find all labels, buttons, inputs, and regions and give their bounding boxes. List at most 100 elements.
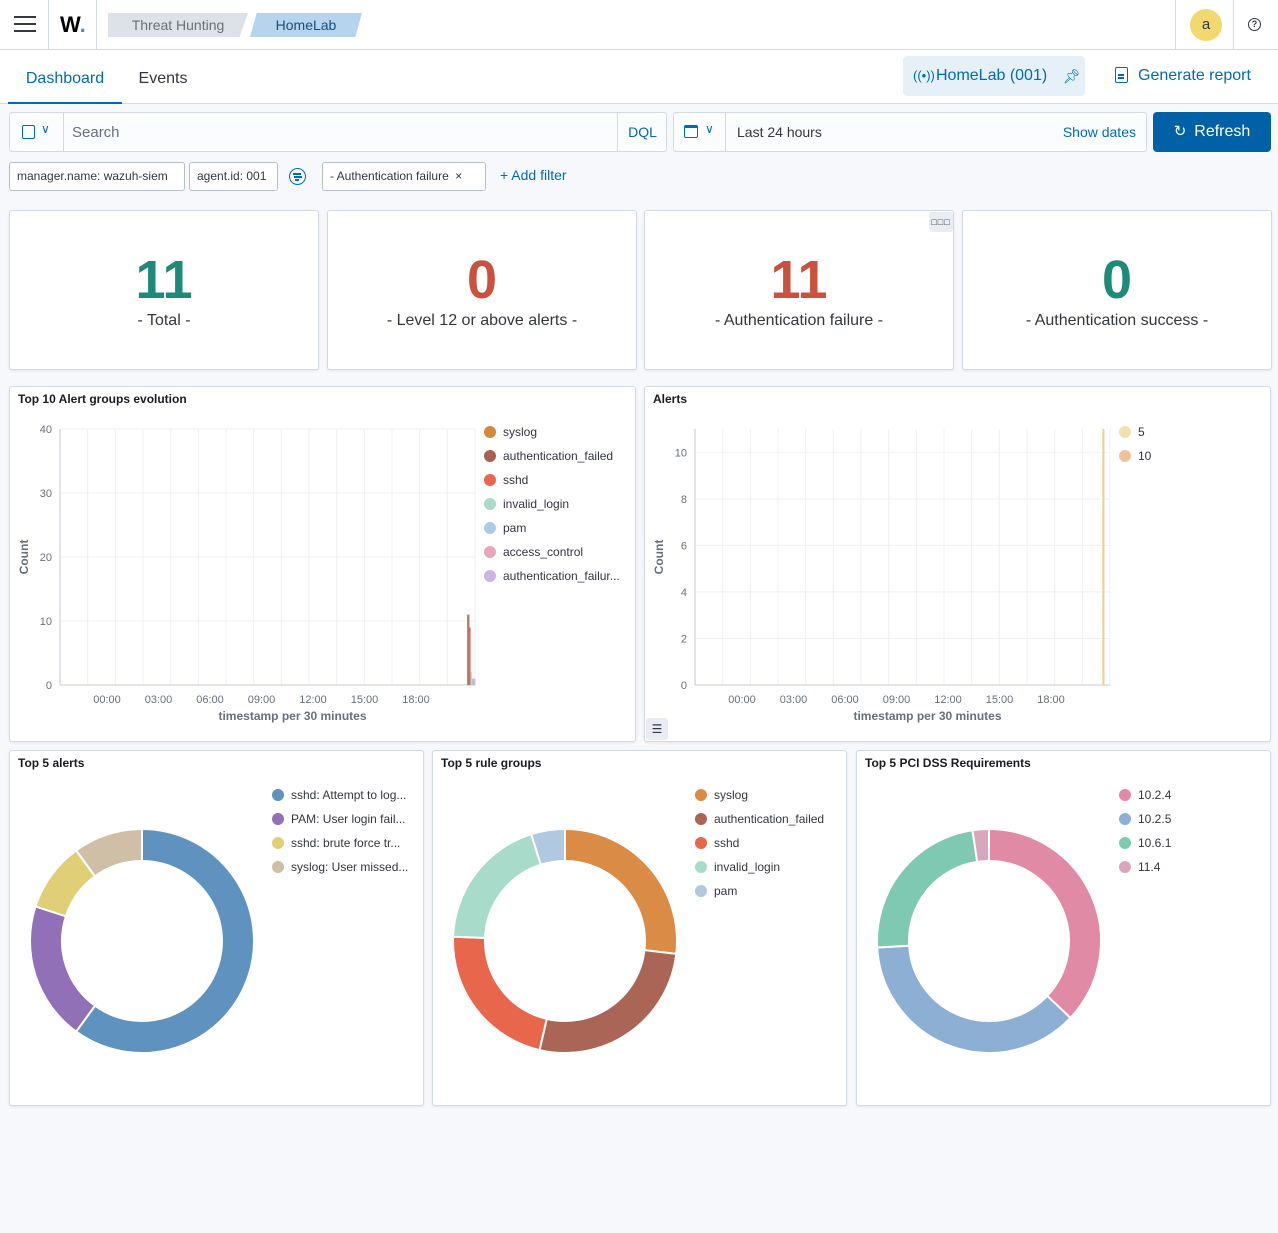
legend-item[interactable]: 10 — [1119, 449, 1151, 463]
agent-label: HomeLab (001) — [936, 67, 1048, 84]
filter-pill-agent[interactable]: agent.id: 001 — [189, 162, 278, 191]
filter-pill-auth-failure[interactable]: - Authentication failure × — [322, 162, 486, 191]
chart-title: Top 10 Alert groups evolution — [18, 392, 187, 406]
quick-date-button[interactable]: ∨ — [674, 113, 726, 151]
chart-title: Top 5 alerts — [18, 756, 85, 770]
legend-label: pam — [503, 521, 527, 535]
legend-item[interactable]: 10.2.5 — [1119, 812, 1171, 826]
breadcrumb-homelab[interactable]: HomeLab — [250, 13, 362, 37]
legend-swatch — [1119, 813, 1131, 825]
panel-options-icon[interactable]: □□□ — [929, 212, 953, 232]
legend-item[interactable]: PAM: User login fail... — [272, 812, 405, 826]
y-tick-label: 30 — [40, 488, 52, 500]
legend-item[interactable]: invalid_login — [695, 860, 780, 874]
bar-pam — [471, 678, 473, 685]
legend-item[interactable]: sshd: Attempt to log... — [272, 788, 406, 802]
x-tick-label: 03:00 — [145, 694, 173, 706]
help-icon[interactable]: ? — [1248, 18, 1261, 31]
legend-label: 10.2.5 — [1138, 812, 1172, 826]
metric-panel-auth-success: 0 - Authentication success - — [962, 210, 1272, 370]
bar-5 — [1102, 429, 1104, 685]
legend-label: sshd — [714, 836, 740, 850]
add-filter-button[interactable]: + Add filter — [500, 167, 567, 183]
tab-events[interactable]: Events — [138, 70, 188, 87]
bar-chart-alert-groups: 0 10 20 30 40 00:00 03:00 06:00 09:00 12:00 15:00 1… — [17, 424, 476, 723]
saved-queries-button[interactable]: ∨ — [10, 113, 64, 151]
y-tick-label: 0 — [46, 680, 52, 692]
legend-swatch — [1119, 426, 1131, 438]
legend-swatch — [695, 813, 707, 825]
filter-pill-manager[interactable]: manager.name: wazuh-siem — [9, 162, 185, 191]
agent-selector-button[interactable]: ((•)) HomeLab (001) 📌︎ — [903, 56, 1085, 96]
x-tick-label: 00:00 — [93, 694, 121, 706]
wazuh-logo[interactable]: W. — [60, 12, 86, 37]
menu-icon[interactable] — [14, 16, 36, 34]
legend-label: authentication_failur... — [503, 569, 620, 583]
x-tick-label: 03:00 — [780, 694, 808, 706]
tab-dashboard[interactable]: Dashboard — [8, 50, 122, 104]
date-range-label[interactable]: Last 24 hours — [737, 124, 822, 140]
legend-swatch — [272, 837, 284, 849]
legend-label: 10.2.4 — [1138, 788, 1172, 802]
bar-syslog — [467, 614, 469, 685]
legend-item[interactable]: sshd — [695, 836, 739, 850]
x-axis-label: timestamp per 30 minutes — [218, 709, 366, 723]
chevron-down-icon: ∨ — [41, 122, 50, 136]
bar-invalid_login — [470, 672, 472, 685]
metric-panel-auth-failure: 11 - Authentication failure - — [644, 210, 954, 370]
filter-menu-icon[interactable] — [289, 168, 306, 185]
legend-item[interactable]: 10.2.4 — [1119, 788, 1171, 802]
legend-item[interactable]: sshd — [484, 473, 528, 487]
chart-title: Top 5 PCI DSS Requirements — [865, 756, 1031, 770]
broadcast-icon: ((•)) — [913, 68, 935, 83]
donut-chart-rule-groups — [452, 827, 678, 1054]
divider — [96, 0, 97, 49]
bar-chart-alerts: 0 2 4 6 8 10 00:00 03:00 06:00 09:00 12:00 15:00 18:… — [652, 429, 1111, 723]
legend-item[interactable]: authentication_failur... — [484, 569, 620, 583]
metric-label: - Level 12 or above alerts - — [386, 312, 578, 329]
legend-item[interactable]: syslog — [695, 788, 748, 802]
legend-item[interactable]: authentication_failed — [484, 449, 613, 463]
pie-panel-pci-dss: Top 5 PCI DSS Requirements 10.2.4 10.2.5 1… — [856, 750, 1271, 1106]
legend-item[interactable]: syslog: User missed... — [272, 860, 408, 874]
legend-item[interactable]: 11.4 — [1119, 860, 1160, 874]
legend-item[interactable]: 5 — [1119, 425, 1145, 439]
legend-label: authentication_failed — [714, 812, 825, 826]
query-language-button[interactable]: DQL — [617, 113, 667, 151]
y-tick-label: 2 — [681, 633, 687, 645]
legend-item[interactable]: pam — [695, 884, 737, 898]
legend-item[interactable]: sshd: brute force tr... — [272, 836, 400, 850]
legend-item[interactable]: access_control — [484, 545, 583, 559]
legend-label: 11.4 — [1138, 860, 1161, 874]
legend-item[interactable]: 10.6.1 — [1119, 836, 1171, 850]
generate-report-button[interactable]: Generate report — [1115, 56, 1275, 96]
legend-item[interactable]: invalid_login — [484, 497, 569, 511]
pie-slice — [538, 949, 678, 1054]
x-tick-label: 18:00 — [402, 694, 430, 706]
bar-access_control — [473, 678, 475, 685]
legend-swatch — [695, 789, 707, 801]
legend-swatch — [272, 861, 284, 873]
pie-panel-top-alerts: Top 5 alerts sshd: Attempt to log... PAM:… — [9, 750, 424, 1106]
legend-item[interactable]: authentication_failed — [695, 812, 824, 826]
list-icon[interactable]: ☰ — [646, 718, 668, 740]
legend-swatch — [272, 813, 284, 825]
legend-label: syslog — [503, 425, 538, 439]
y-tick-label: 10 — [675, 447, 687, 459]
bar-authentication_failed — [468, 614, 470, 685]
refresh-button[interactable]: ↻ Refresh — [1153, 112, 1271, 152]
legend-item[interactable]: pam — [484, 521, 526, 535]
x-tick-label: 00:00 — [728, 694, 756, 706]
pin-icon[interactable]: 📌︎ — [1063, 68, 1081, 84]
search-input[interactable] — [66, 113, 616, 151]
divider — [1233, 0, 1234, 49]
remove-filter-icon[interactable]: × — [455, 169, 463, 183]
legend-swatch — [695, 861, 707, 873]
legend-item[interactable]: syslog — [484, 425, 537, 439]
refresh-label: Refresh — [1194, 123, 1251, 140]
show-dates-link[interactable]: Show dates — [1062, 124, 1136, 140]
breadcrumb-threat-hunting[interactable]: Threat Hunting — [108, 13, 248, 37]
calendar-icon — [684, 125, 698, 138]
user-avatar[interactable]: a — [1190, 9, 1222, 41]
metric-value: 11 — [135, 250, 193, 310]
